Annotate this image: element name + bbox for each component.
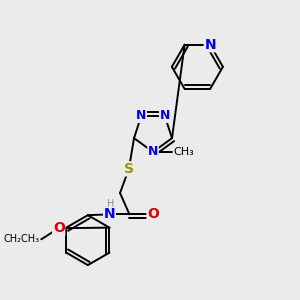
Text: N: N bbox=[148, 146, 158, 158]
Text: CH₂CH₃: CH₂CH₃ bbox=[4, 234, 40, 244]
Text: N: N bbox=[104, 207, 115, 221]
Text: O: O bbox=[53, 221, 65, 235]
Text: H: H bbox=[107, 199, 115, 209]
Text: CH₃: CH₃ bbox=[174, 147, 195, 157]
Text: O: O bbox=[147, 207, 159, 221]
Text: N: N bbox=[204, 38, 216, 52]
Text: N: N bbox=[136, 109, 146, 122]
Text: N: N bbox=[160, 109, 170, 122]
Text: S: S bbox=[124, 162, 134, 176]
